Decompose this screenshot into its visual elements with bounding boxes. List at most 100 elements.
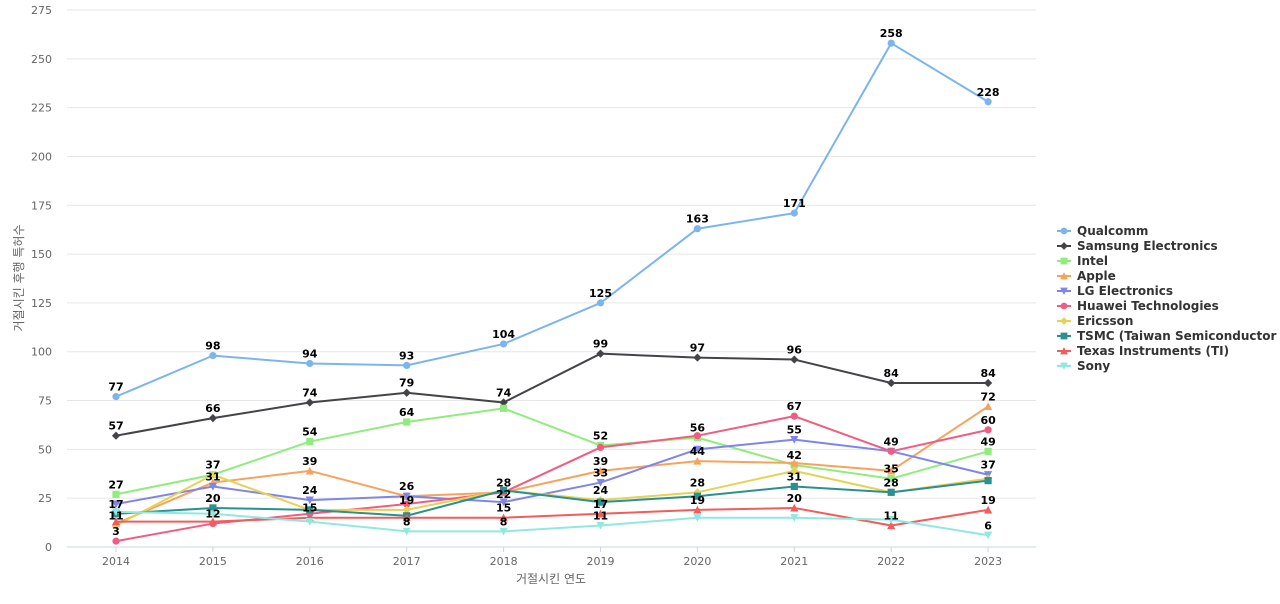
data-point[interactable]: [790, 355, 799, 364]
data-point[interactable]: [693, 492, 701, 500]
legend-item-huawei-technologies[interactable]: Huawei Technologies: [1057, 299, 1219, 313]
data-point[interactable]: [499, 498, 508, 507]
legend-marker: [1060, 302, 1068, 310]
data-point[interactable]: [208, 482, 217, 491]
data-point[interactable]: [499, 527, 508, 536]
data-point[interactable]: [693, 488, 702, 497]
data-point[interactable]: [208, 414, 217, 423]
data-point[interactable]: [402, 388, 411, 397]
data-point[interactable]: [790, 412, 798, 420]
data-point[interactable]: [402, 492, 411, 501]
data-label: 17: [593, 498, 608, 511]
data-point[interactable]: [887, 475, 895, 483]
legend-item-intel[interactable]: Intel: [1057, 254, 1108, 268]
legend-item-lg-electronics[interactable]: LG Electronics: [1057, 284, 1173, 298]
data-point[interactable]: [402, 527, 411, 536]
legend-item-qualcomm[interactable]: Qualcomm: [1057, 224, 1148, 238]
series-lines: [111, 39, 993, 545]
data-label: 74: [302, 386, 318, 399]
data-point[interactable]: [984, 447, 992, 455]
data-point[interactable]: [984, 531, 993, 540]
data-point[interactable]: [305, 496, 314, 505]
data-point[interactable]: [887, 516, 896, 524]
data-point[interactable]: [790, 466, 799, 475]
data-point[interactable]: [984, 98, 992, 106]
data-point[interactable]: [305, 518, 314, 526]
data-point[interactable]: [596, 509, 605, 518]
data-point[interactable]: [111, 521, 121, 530]
data-point[interactable]: [402, 505, 411, 514]
data-point[interactable]: [596, 466, 605, 475]
data-point[interactable]: [209, 352, 217, 360]
data-point[interactable]: [596, 443, 605, 452]
data-point[interactable]: [208, 517, 217, 526]
data-label: 42: [787, 449, 802, 462]
legend-item-texas-instruments-ti[interactable]: Texas Instruments (TI): [1057, 344, 1229, 358]
data-point[interactable]: [790, 503, 799, 512]
legend-label: Texas Instruments (TI): [1077, 344, 1229, 358]
data-point[interactable]: [693, 353, 702, 362]
data-point[interactable]: [596, 349, 605, 358]
data-point[interactable]: [596, 521, 605, 530]
data-point[interactable]: [984, 505, 993, 514]
data-point[interactable]: [790, 209, 798, 217]
data-point[interactable]: [305, 466, 314, 475]
data-point[interactable]: [403, 418, 411, 426]
data-point[interactable]: [887, 447, 895, 455]
data-point[interactable]: [112, 537, 120, 545]
data-point[interactable]: [887, 521, 896, 530]
legend-item-samsung-electronics[interactable]: Samsung Electronics: [1057, 239, 1218, 253]
data-point[interactable]: [403, 361, 411, 369]
legend-marker: [1060, 257, 1068, 265]
data-point[interactable]: [984, 402, 993, 411]
data-point[interactable]: [500, 404, 508, 412]
legend-item-tsmc-taiwan-semiconductor[interactable]: TSMC (Taiwan Semiconductor ...: [1057, 329, 1280, 343]
data-point[interactable]: [111, 500, 121, 509]
data-point[interactable]: [790, 436, 799, 444]
data-point[interactable]: [887, 378, 896, 388]
data-point[interactable]: [499, 398, 508, 407]
data-point[interactable]: [984, 378, 993, 388]
data-point[interactable]: [693, 225, 702, 233]
data-point[interactable]: [693, 432, 702, 440]
data-point[interactable]: [306, 359, 314, 368]
data-point[interactable]: [500, 486, 508, 494]
data-point[interactable]: [596, 478, 605, 487]
data-point[interactable]: [693, 505, 702, 514]
data-point[interactable]: [112, 393, 120, 401]
legend-item-apple[interactable]: Apple: [1057, 269, 1116, 283]
data-point[interactable]: [693, 514, 702, 522]
axes: 거절시킨 연도 거절시킨 후행 특허수: [11, 225, 586, 587]
data-point[interactable]: [209, 504, 217, 512]
data-point[interactable]: [500, 340, 508, 348]
data-point[interactable]: [887, 466, 896, 475]
data-point[interactable]: [111, 431, 121, 440]
legend-item-sony[interactable]: Sony: [1057, 359, 1110, 373]
data-point[interactable]: [887, 488, 895, 496]
data-label: 67: [787, 400, 802, 413]
data-point[interactable]: [887, 39, 895, 47]
data-point[interactable]: [693, 456, 702, 465]
data-point[interactable]: [112, 490, 120, 498]
data-point[interactable]: [790, 514, 799, 522]
data-point[interactable]: [111, 508, 121, 516]
data-point[interactable]: [402, 513, 411, 522]
data-point[interactable]: [305, 398, 314, 407]
data-point[interactable]: [111, 517, 121, 526]
data-point[interactable]: [984, 477, 992, 485]
data-point[interactable]: [596, 299, 605, 307]
data-point[interactable]: [208, 470, 217, 479]
legend-item-ericsson[interactable]: Ericsson: [1057, 314, 1133, 328]
data-point[interactable]: [790, 482, 798, 491]
data-point[interactable]: [208, 510, 217, 518]
data-point[interactable]: [306, 506, 314, 514]
data-point[interactable]: [984, 426, 992, 434]
data-point[interactable]: [403, 500, 411, 508]
data-label: 19: [980, 494, 995, 507]
data-point[interactable]: [790, 458, 799, 467]
data-point[interactable]: [306, 437, 314, 446]
data-point[interactable]: [596, 498, 605, 506]
data-point[interactable]: [499, 513, 508, 522]
data-point[interactable]: [693, 445, 702, 454]
